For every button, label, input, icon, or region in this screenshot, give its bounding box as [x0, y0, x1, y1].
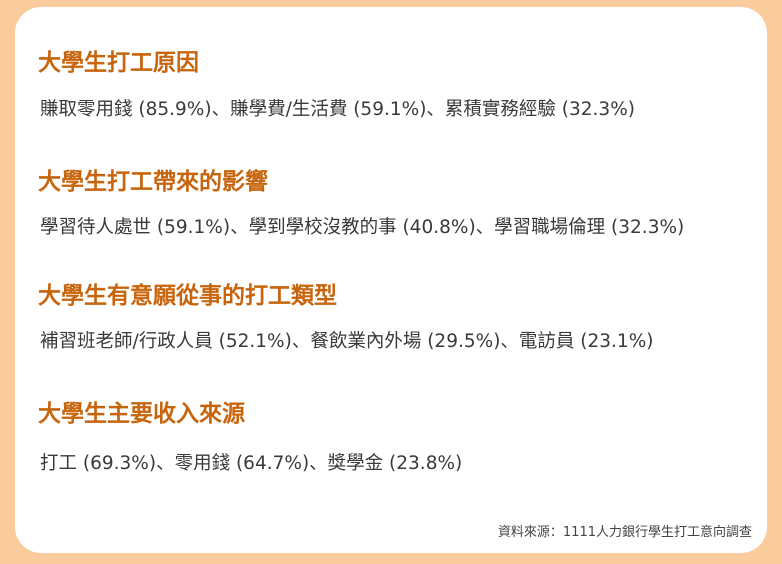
section-text-job-types: 補習班老師/行政人員 (52.1%)、餐飲業內外場 (29.5%)、電訪員 (2… [40, 331, 654, 352]
source-note: 資料來源：1111人力銀行學生打工意向調查 [497, 525, 752, 540]
section-text-income: 打工 (69.3%)、零用錢 (64.7%)、獎學金 (23.8%) [40, 453, 463, 474]
section-title-job-types: 大學生有意願從事的打工類型 [38, 283, 337, 309]
section-text-impact: 學習待人處世 (59.1%)、學到學校沒教的事 (40.8%)、學習職場倫理 (… [40, 217, 685, 238]
section-title-income: 大學生主要收入來源 [38, 401, 245, 427]
section-title-impact: 大學生打工帶來的影響 [38, 169, 268, 195]
info-card [15, 7, 767, 553]
section-text-reasons: 賺取零用錢 (85.9%)、賺學費/生活費 (59.1%)、累積實務經驗 (32… [40, 99, 635, 120]
section-title-reasons: 大學生打工原因 [38, 50, 199, 76]
